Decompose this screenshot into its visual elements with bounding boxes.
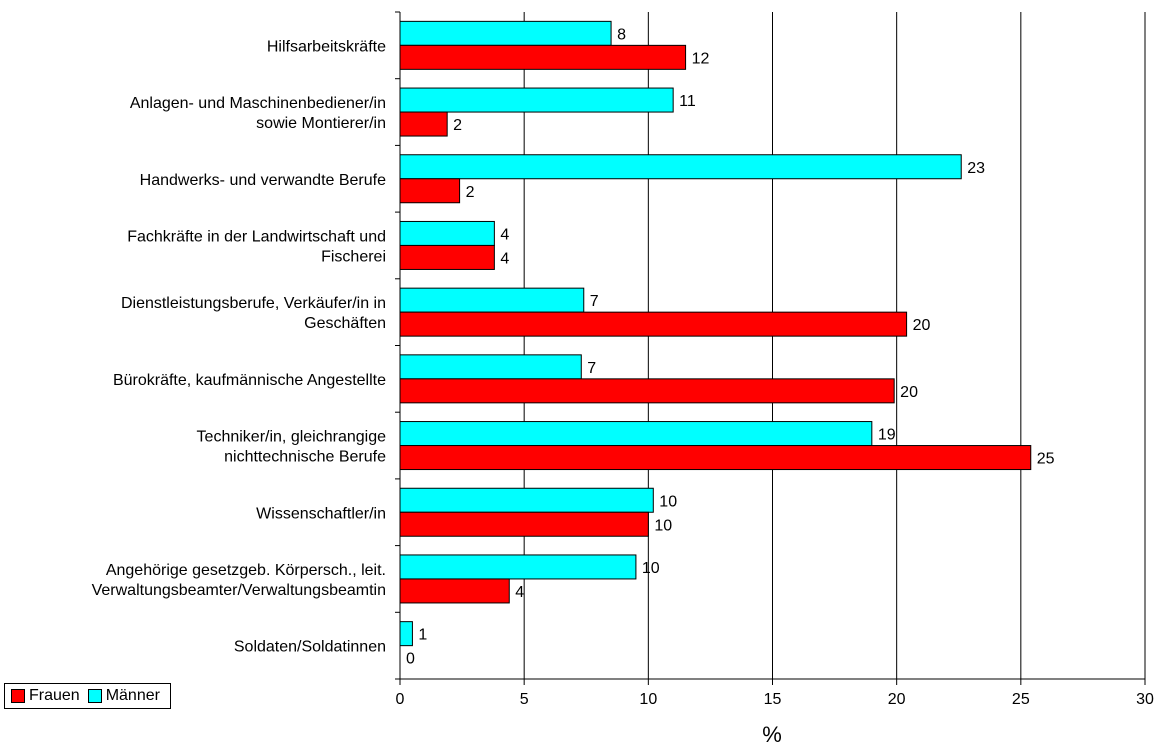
bar-maenner [399, 287, 585, 313]
bar-frauen [399, 578, 510, 604]
legend-entry-maenner: Männer [87, 687, 160, 705]
bar-maenner [399, 487, 654, 513]
legend: Frauen Männer [4, 683, 171, 709]
bar-frauen [399, 511, 649, 537]
bar-frauen [399, 178, 461, 204]
bar-maenner [399, 20, 612, 46]
legend-swatch-maenner [87, 689, 102, 703]
category-label-line: nichttechnische Berufe [224, 449, 386, 466]
bar-maenner [399, 354, 582, 380]
bar-frauen [399, 111, 448, 137]
data-label-maenner: 7 [590, 293, 599, 310]
category-label: Techniker/in, gleichrangige nichttechnisc… [197, 429, 387, 466]
bar-frauen [399, 44, 687, 70]
bar-frauen [399, 445, 1032, 471]
category-label: Wissenschaftler/in [256, 505, 386, 522]
data-label-maenner: 1 [418, 627, 427, 644]
bar-maenner [399, 621, 413, 647]
legend-swatch-frauen [11, 689, 25, 703]
data-label-maenner: 7 [587, 360, 596, 377]
data-label-frauen: 4 [515, 584, 524, 601]
legend-entry-frauen: Frauen [11, 687, 80, 705]
data-label-frauen: 25 [1037, 451, 1055, 468]
data-label-frauen: 12 [692, 50, 710, 67]
category-label: Soldaten/Soldatinnen [234, 639, 386, 656]
x-axis-title: % [762, 722, 782, 747]
bars [399, 20, 1032, 647]
x-tick-label: 30 [1136, 691, 1154, 708]
data-label-maenner: 19 [878, 427, 896, 444]
data-label-frauen: 2 [453, 117, 462, 134]
category-label-line: Bürokräfte, kaufmännische Angestellte [113, 372, 386, 389]
data-label-frauen: 2 [466, 184, 475, 201]
x-tick-label: 25 [1012, 691, 1030, 708]
legend-label-maenner: Männer [105, 687, 160, 704]
category-label: Fachkräfte in der Landwirtschaft und Fisc… [127, 228, 386, 265]
bar-maenner [399, 220, 495, 246]
data-label-frauen: 20 [913, 317, 931, 334]
bar-frauen [399, 311, 908, 337]
category-label: Handwerks- und verwandte Berufe [140, 172, 386, 189]
category-label: Angehörige gesetzgeb. Körpersch., leit. V… [92, 562, 386, 599]
data-label-frauen: 4 [500, 250, 509, 267]
data-label-frauen: 20 [900, 384, 918, 401]
category-label-line: Techniker/in, gleichrangige [197, 429, 387, 446]
axes: 0 5 10 15 20 25 30 [395, 11, 1154, 708]
category-label-line: Soldaten/Soldatinnen [234, 639, 386, 656]
data-label-maenner: 11 [679, 93, 696, 110]
category-label-line: Geschäften [304, 315, 386, 332]
x-tick-label: 5 [520, 691, 529, 708]
category-label: Dienstleistungsberufe, Verkäufer/in in Ge… [121, 295, 386, 332]
bar-maenner [399, 87, 674, 113]
category-label: Bürokräfte, kaufmännische Angestellte [113, 372, 386, 389]
category-label-line: Fachkräfte in der Landwirtschaft und [127, 228, 386, 245]
bar-maenner [399, 554, 637, 580]
data-label-frauen: 0 [406, 651, 415, 668]
category-label-line: Fischerei [321, 248, 386, 265]
category-label-line: Hilfsarbeitskräfte [267, 38, 386, 55]
category-label-line: Dienstleistungsberufe, Verkäufer/in in [121, 295, 386, 312]
x-tick-label: 10 [639, 691, 657, 708]
x-tick-label: 0 [396, 691, 405, 708]
data-label-maenner: 4 [500, 226, 509, 243]
bar-frauen [399, 378, 895, 404]
x-tick-label: 15 [764, 691, 782, 708]
data-label-maenner: 23 [967, 160, 985, 177]
data-label-frauen: 10 [654, 517, 672, 534]
data-label-maenner: 10 [659, 493, 677, 510]
category-label-line: sowie Montierer/in [256, 115, 386, 132]
data-label-maenner: 8 [617, 26, 626, 43]
category-label-line: Anlagen- und Maschinenbediener/in [130, 95, 386, 112]
category-label: Hilfsarbeitskräfte [267, 38, 386, 55]
legend-label-frauen: Frauen [29, 687, 80, 704]
bar-maenner [399, 154, 962, 180]
bar-maenner [399, 421, 873, 447]
x-tick-label: 20 [888, 691, 906, 708]
data-label-maenner: 10 [642, 560, 660, 577]
category-label-line: Handwerks- und verwandte Berufe [140, 172, 386, 189]
bar-frauen [399, 244, 495, 270]
category-label-line: Wissenschaftler/in [256, 505, 386, 522]
category-label-line: Angehörige gesetzgeb. Körpersch., leit. [106, 562, 386, 579]
category-label-line: Verwaltungsbeamter/Verwaltungsbeamtin [92, 582, 386, 599]
category-label: Anlagen- und Maschinenbediener/in sowie M… [130, 95, 386, 132]
